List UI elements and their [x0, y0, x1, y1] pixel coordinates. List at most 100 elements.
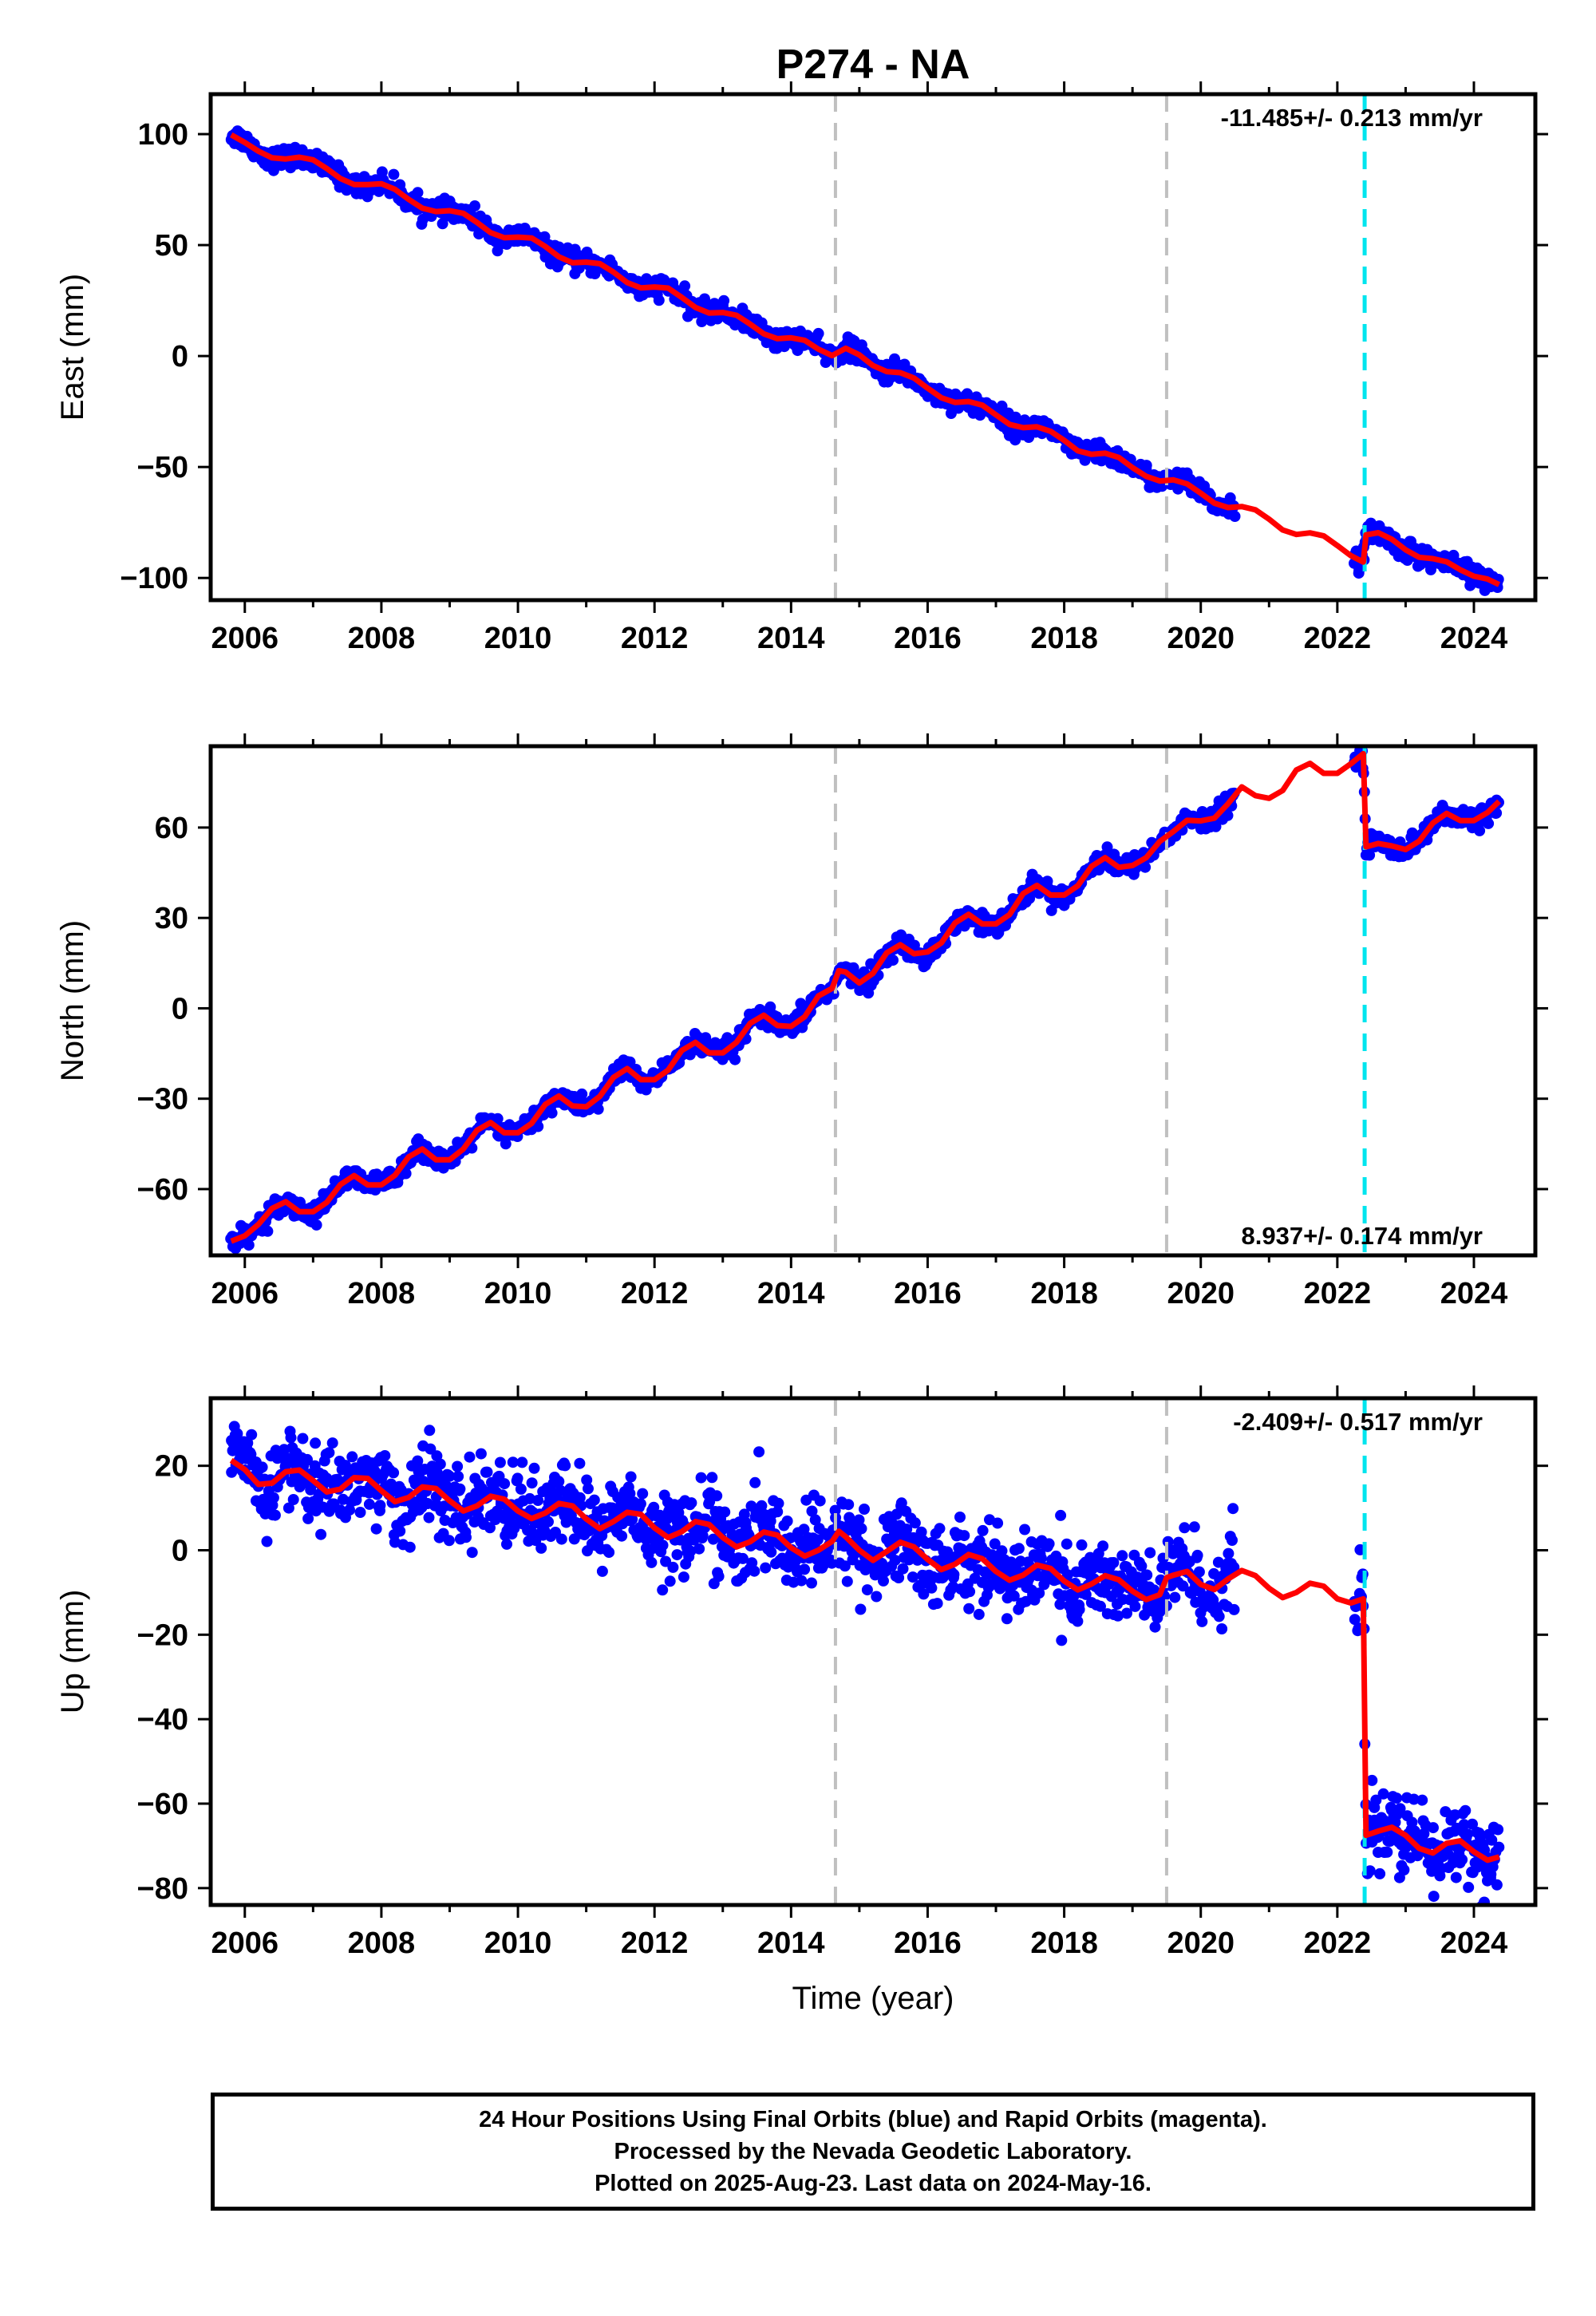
data-point — [535, 1542, 547, 1554]
data-point — [287, 1494, 299, 1505]
data-point — [964, 1586, 976, 1598]
data-point — [596, 1565, 608, 1577]
data-point — [501, 1538, 512, 1550]
y-ticks — [198, 1464, 1548, 1890]
data-point — [713, 1571, 725, 1583]
x-tick-label: 2016 — [894, 622, 962, 655]
data-point — [423, 1512, 435, 1524]
data-point — [1196, 1615, 1208, 1627]
data-point — [555, 1533, 567, 1545]
x-ticks — [243, 1385, 1476, 1918]
y-tick-label: 0 — [172, 340, 188, 373]
data-point — [806, 1577, 817, 1589]
data-point — [931, 1598, 943, 1610]
data-point — [310, 1219, 322, 1231]
data-point — [889, 1555, 901, 1567]
x-tick-label: 2008 — [348, 1277, 416, 1310]
data-point — [374, 1500, 386, 1512]
y-tick-label: −60 — [137, 1788, 188, 1821]
y-tick-label: −60 — [137, 1173, 188, 1207]
data-point — [753, 1446, 765, 1458]
data-point — [452, 1460, 464, 1472]
data-point — [1149, 1621, 1161, 1633]
data-point — [624, 1056, 636, 1068]
data-point — [859, 1504, 870, 1515]
data-point — [363, 1498, 375, 1510]
data-point — [412, 1455, 424, 1467]
x-tick-label: 2020 — [1167, 1927, 1235, 1960]
y-ticks — [198, 132, 1548, 579]
data-point — [1377, 1788, 1389, 1800]
data-point — [1056, 1634, 1068, 1646]
data-point — [664, 1575, 676, 1587]
data-point — [926, 1582, 938, 1594]
data-point — [1428, 1822, 1439, 1834]
data-point — [1458, 1819, 1470, 1831]
plot-frame — [208, 1396, 1538, 1907]
x-ticks — [243, 81, 1476, 613]
data-point — [379, 1450, 391, 1461]
data-point — [772, 1506, 784, 1518]
data-point — [500, 1138, 512, 1150]
data-point — [1191, 1549, 1203, 1561]
data-point — [871, 1591, 883, 1603]
x-tick-label: 2018 — [1030, 622, 1098, 655]
y-tick-label: 100 — [138, 118, 188, 152]
data-point — [1467, 1818, 1478, 1830]
y-axis-label: North (mm) — [55, 920, 90, 1081]
plot-frame — [208, 92, 1538, 603]
data-point — [1129, 1600, 1141, 1612]
data-point — [1013, 1543, 1025, 1555]
plot-frame — [208, 744, 1538, 1258]
data-point — [653, 294, 665, 306]
panel-1: 2006 2008 2010 2012 2014 2016 2018 2020 2022 2024… — [55, 81, 1548, 655]
caption-line-orbits: 24 Hour Positions Using Final Orbits (bl… — [479, 2107, 1267, 2132]
data-point — [1095, 1600, 1106, 1612]
data-point — [1462, 1828, 1473, 1840]
x-tick-label: 2022 — [1304, 1277, 1372, 1310]
data-point — [861, 1584, 873, 1596]
data-point — [942, 1546, 954, 1558]
data-point — [242, 1437, 254, 1449]
data-point — [1213, 1611, 1225, 1622]
data-point — [934, 1523, 946, 1535]
data-point — [806, 1505, 818, 1517]
data-point — [494, 1456, 506, 1468]
data-point — [267, 1492, 279, 1504]
y-tick-label: 0 — [172, 992, 188, 1026]
data-point — [481, 1466, 493, 1478]
data-point — [799, 1563, 811, 1575]
y-tick-label: 50 — [155, 229, 188, 263]
data-point — [543, 1516, 554, 1528]
data-point — [1188, 1521, 1200, 1533]
data-point — [515, 1483, 527, 1495]
data-point — [1474, 824, 1486, 836]
data-point — [1349, 1614, 1361, 1626]
data-point — [262, 1225, 274, 1237]
data-point — [798, 1524, 810, 1535]
data-point — [484, 1522, 496, 1534]
model-line — [229, 1457, 1500, 1863]
data-point — [388, 168, 400, 180]
data-point — [256, 1461, 268, 1473]
x-tick-label: 2012 — [621, 622, 689, 655]
data-point — [772, 1497, 784, 1509]
y-tick-label: 0 — [172, 1535, 188, 1568]
data-point — [400, 1168, 412, 1180]
data-point — [388, 1467, 400, 1479]
data-point — [781, 1516, 793, 1527]
data-point — [1374, 1867, 1386, 1879]
data-point — [1398, 1864, 1410, 1875]
data-point — [624, 1488, 636, 1500]
data-point — [918, 1588, 930, 1600]
panel-2: 2006 2008 2010 2012 2014 2016 2018 2020 2022 2024… — [55, 733, 1548, 1310]
x-tick-label: 2006 — [211, 1277, 279, 1310]
data-point — [1177, 1580, 1189, 1592]
data-point — [394, 1525, 406, 1537]
data-point — [693, 1543, 705, 1555]
data-point — [546, 1107, 558, 1119]
data-point — [404, 1541, 416, 1553]
x-axis-label: Time (year) — [792, 1981, 954, 2016]
data-point — [634, 1498, 646, 1510]
data-point — [1483, 817, 1495, 829]
